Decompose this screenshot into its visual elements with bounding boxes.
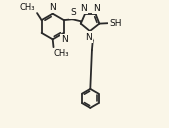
Text: N: N [85,33,92,42]
Text: SH: SH [109,19,122,28]
Text: S: S [70,8,76,17]
Text: N: N [93,4,100,13]
Text: CH₃: CH₃ [54,49,69,58]
Text: N: N [49,3,56,12]
Text: N: N [61,35,68,44]
Text: N: N [81,4,87,13]
Text: CH₃: CH₃ [20,3,35,12]
